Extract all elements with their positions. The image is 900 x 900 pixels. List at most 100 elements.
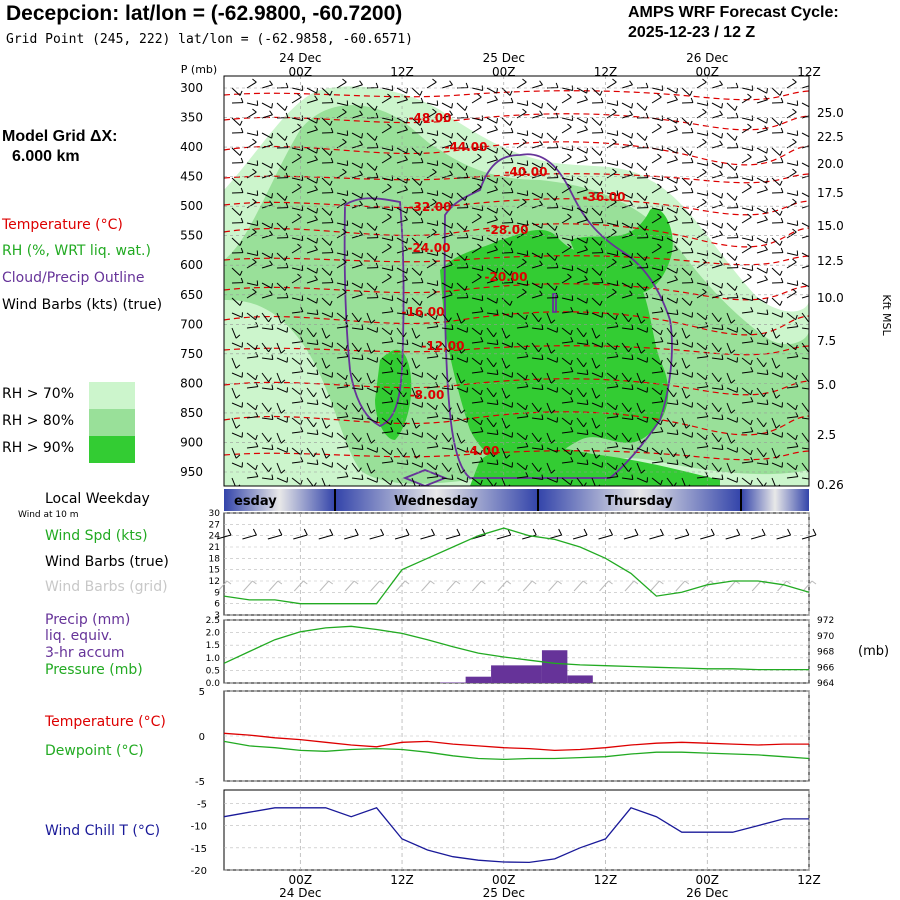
kft-tick-label: 10.0 [817,291,844,305]
wind-barb-feather [390,479,393,485]
wind-barb-shaft [321,432,333,438]
wind-barb-shaft [336,342,346,351]
wind-barb-feather [314,215,318,221]
wind-barb-feather [640,319,646,324]
wind-barb-feather [449,260,453,266]
wind-barb-feather [676,88,679,94]
wind-barb-shaft [351,357,363,361]
chill-ytick-label: -5 [197,799,207,810]
wind-barb-feather [255,441,259,447]
wind-barb-feather [391,295,394,301]
wind-barb-feather [510,277,514,283]
legend-wind-barbs: Wind Barbs (kts) (true) [2,297,163,313]
wind-barb-shaft [306,267,317,274]
wind-barb-shaft [591,147,601,156]
wind-barb-shaft [261,102,272,109]
true-wind-barb-feather [710,528,715,536]
wind-barb-feather [239,300,243,306]
wind-barb-feather [526,220,529,226]
grid-wind-barb-feather [684,580,690,585]
wind-barb-feather [645,112,649,118]
wind-barb-shaft [351,264,363,269]
wind-barb-feather [612,108,617,113]
wind-barb-shaft [531,462,540,473]
wind-barb-feather [255,471,259,477]
wind-barb-feather [374,105,378,111]
wind-barb-shaft [591,327,597,339]
true-wind-barb [522,534,537,540]
wind-barb-shaft [456,417,468,423]
pressure-ytick-label: 968 [817,648,834,658]
wind-barb-shaft [336,291,347,299]
wind-barb-feather [764,185,768,191]
true-wind-barb [318,534,333,540]
wind-barb-feather [567,243,572,248]
wind-barb-feather [676,148,679,154]
wind-barb-feather [554,195,558,201]
wind-barb-shaft [621,282,632,289]
wind-barb-feather [676,178,679,184]
wind-barb-shaft [381,431,393,434]
wind-barb-feather [271,283,274,289]
wind-barb-shaft [411,432,423,438]
wind-barb-feather [300,456,304,462]
model-grid-label: Model Grid ΔX: 6.000 km [2,127,118,167]
wind-barb-feather [419,270,423,276]
wind-barb-shaft [756,312,768,316]
wind-barb-feather [271,103,274,109]
pressure-ytick-label: 972 [817,616,834,626]
wind-barb-feather [597,484,601,486]
wind-barb-feather [361,133,364,139]
wind-barb-shaft [426,252,438,256]
wind-barb-shaft [336,201,347,209]
wind-barb-feather [314,185,318,191]
wind-barb-feather [415,424,421,429]
wind-barb-feather [436,220,439,226]
wind-barb-shaft [471,431,483,434]
wind-barb-feather [644,255,648,261]
wind-barb-feather [525,441,529,447]
wind-barb-feather [730,349,736,354]
true-wind-barb [700,534,715,540]
wind-barb-shaft [306,87,317,94]
wind-barb-feather [586,399,589,405]
wind-barb-shaft [756,219,768,224]
wind-barb-shaft [306,177,317,184]
wind-barb-shaft [411,177,421,186]
true-wind-barb-feather [405,528,410,536]
isotherm-line [224,283,809,301]
wind-barb-shaft [621,144,633,149]
wind-barb-feather [689,240,693,246]
wind-barb-shaft [756,357,765,368]
wind-barb-feather [705,464,708,470]
wind-barb-shaft [381,477,391,486]
wind-barb-shaft [786,432,796,441]
wind-barb-feather [571,175,574,181]
wind-barb-shaft [576,237,587,244]
wind-barb-shaft [351,312,360,323]
wind-barb-feather [284,225,288,231]
wind-barb-feather [570,426,574,432]
wind-barb-shaft [801,327,809,330]
wind-barb-feather [342,228,347,233]
wind-barb-shaft [501,342,513,348]
wind-barb-shaft [591,447,597,459]
precip-accum-label: 3-hr accum [45,645,125,661]
wind-barb-feather [509,90,513,96]
wind-barb-shaft [741,207,753,211]
wind-barb-shaft [771,312,783,318]
wind-barb-feather [661,145,664,151]
wind-barb-shaft [456,477,468,483]
wind-barb-shaft [696,342,706,351]
wind-barb-feather [256,250,259,256]
wind-barb-feather [436,100,439,106]
wind-barb-feather [374,195,378,201]
wind-barb-feather [629,140,633,146]
wind-barb-shaft [426,171,437,179]
wind-ytick-label: 30 [209,509,221,519]
wind-barb-feather [316,429,319,435]
wind-barb-feather [734,135,738,141]
kft-tick-label: 15.0 [817,219,844,233]
true-wind-barb-feather [380,528,385,536]
wind-barb-shaft [651,237,663,241]
